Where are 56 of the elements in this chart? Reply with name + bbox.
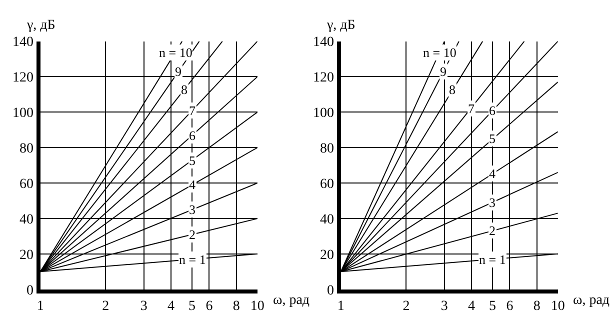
x-tick-label: 10: [550, 299, 565, 314]
y-tick-label: 140: [12, 35, 34, 50]
x-tick-label: 6: [506, 299, 514, 314]
series-label: n = 10: [159, 45, 192, 60]
x-axis-title: ω, рад: [573, 293, 610, 308]
series-label: n = 1: [479, 252, 506, 267]
x-axis-title: ω, рад: [273, 293, 310, 308]
y-tick-label: 20: [320, 248, 334, 263]
y-tick-label: 40: [20, 212, 34, 228]
x-tick-label: 1: [36, 299, 44, 314]
series-label: 4: [489, 166, 496, 181]
y-tick-label: 80: [20, 142, 34, 157]
x-tick-label: 3: [140, 299, 148, 314]
x-tick-label: 10: [250, 299, 264, 314]
series-label: 2: [189, 227, 196, 242]
series-label: 9: [440, 64, 446, 79]
x-tick-label: 4: [168, 299, 175, 314]
y-tick-label: 100: [313, 106, 334, 122]
series-label: 6: [189, 128, 196, 143]
x-tick-label: 6: [206, 299, 213, 314]
y-tick-label: 120: [313, 70, 334, 86]
series-label: n = 1: [179, 252, 206, 267]
x-tick-label: 2: [102, 299, 110, 314]
series-label: 5: [489, 131, 496, 146]
y-tick-label: 20: [20, 248, 34, 263]
series-label: 7: [468, 101, 475, 116]
series-label: 3: [489, 195, 496, 210]
y-tick-label: 60: [320, 176, 334, 192]
series-label: 4: [189, 177, 196, 192]
y-tick-label: 80: [320, 142, 334, 157]
x-tick-label: 5: [489, 299, 496, 314]
x-tick-label: 1: [337, 299, 344, 314]
x-tick-label: 8: [533, 299, 540, 314]
y-tick-label: 120: [12, 70, 34, 86]
y-axis-title: γ, дБ: [26, 18, 56, 33]
x-tick-label: 5: [188, 299, 196, 314]
y-tick-label: 0: [26, 283, 34, 298]
y-tick-label: 40: [320, 212, 334, 228]
y-tick-label: 60: [20, 176, 34, 192]
series-label: n = 10: [423, 45, 456, 60]
y-tick-label: 0: [327, 283, 334, 298]
x-tick-label: 4: [468, 299, 476, 314]
x-tick-label: 2: [402, 299, 410, 314]
series-label: 2: [489, 223, 496, 238]
series-label: 7: [189, 103, 196, 118]
series-label: 3: [189, 202, 196, 217]
series-label: 5: [189, 153, 196, 168]
x-tick-label: 8: [232, 299, 240, 314]
y-axis-title: γ, дБ: [326, 18, 356, 33]
series-label: 8: [449, 82, 456, 97]
x-tick-label: 3: [440, 299, 448, 314]
y-tick-label: 140: [313, 35, 334, 50]
series-label: 8: [181, 82, 188, 97]
series-label: 6: [489, 103, 496, 118]
series-label: 9: [175, 64, 182, 79]
y-tick-label: 100: [12, 106, 34, 122]
